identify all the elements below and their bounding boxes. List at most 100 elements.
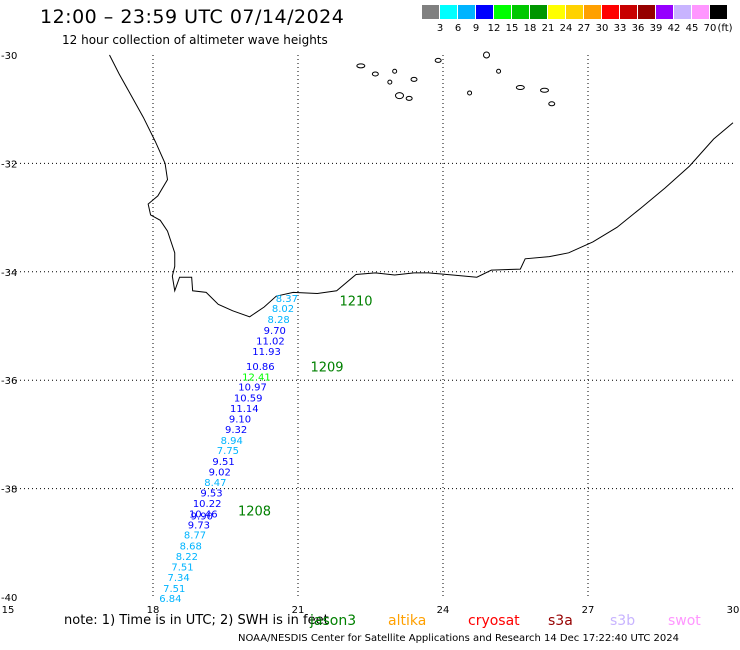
- inland-water-body: [405, 95, 413, 101]
- wave-height-label: 11.02: [256, 337, 285, 348]
- wave-height-label: 10.86: [246, 362, 275, 373]
- colorbar-label: 36: [631, 23, 645, 34]
- colorbar-label: 42: [667, 23, 681, 34]
- satellite-legend-swot: swot: [668, 613, 701, 629]
- wave-height-label: 8.68: [180, 542, 202, 553]
- wave-height-label: 6.84: [159, 594, 181, 605]
- latitude-tick-label: -40: [1, 593, 17, 604]
- pass-number-label: 1209: [310, 361, 343, 376]
- credit-line: NOAA/NESDIS Center for Satellite Applica…: [238, 633, 680, 644]
- colorbar-label: 45: [685, 23, 699, 34]
- latitude-tick-label: -36: [1, 376, 17, 387]
- wave-height-label: 9.32: [225, 425, 247, 436]
- colorbar-swatch: [476, 5, 493, 19]
- wave-height-label: 9.90: [191, 512, 213, 523]
- wave-height-label: 9.10: [229, 415, 251, 426]
- wave-height-label: 7.75: [217, 446, 239, 457]
- footnote: note: 1) Time is in UTC; 2) SWH is in fe…: [64, 613, 329, 628]
- inland-water-body: [410, 76, 418, 82]
- colorbar-label: 70: [703, 23, 717, 34]
- colorbar-label: 27: [577, 23, 591, 34]
- wave-height-label: 8.37: [276, 294, 298, 305]
- wave-height-label: 10.22: [193, 499, 222, 510]
- wave-height-label: 9.73: [188, 520, 210, 531]
- satellite-legend-s3a: s3a: [548, 613, 573, 629]
- longitude-tick-label: 24: [437, 605, 450, 616]
- inland-water-body: [395, 92, 404, 100]
- colorbar-label: 9: [472, 23, 480, 34]
- colorbar-label: 33: [613, 23, 627, 34]
- inland-water-body: [387, 79, 393, 85]
- inland-water-body: [392, 68, 398, 74]
- map-title: 12:00 – 23:59 UTC 07/14/2024: [40, 6, 345, 28]
- wave-height-label: 8.77: [184, 531, 206, 542]
- longitude-tick-label: 30: [727, 605, 740, 616]
- wave-height-label: 12.41: [242, 372, 271, 383]
- inland-water-body: [434, 57, 442, 63]
- colorbar-swatch: [710, 5, 727, 19]
- colorbar-label: 6: [454, 23, 462, 34]
- inland-water-body: [371, 71, 379, 77]
- coastline: [109, 54, 734, 318]
- colorbar-swatch: [566, 5, 583, 19]
- latitude-tick-label: -34: [1, 268, 17, 279]
- wave-height-label: 9.70: [264, 326, 286, 337]
- colorbar-swatch: [440, 5, 457, 19]
- colorbar-swatch: [602, 5, 619, 19]
- satellite-legend-cryosat: cryosat: [468, 613, 520, 629]
- satellite-legend: jason3 altika cryosat s3a s3b swot: [0, 613, 740, 631]
- wave-height-label: 9.02: [209, 467, 231, 478]
- colorbar-label: 39: [649, 23, 663, 34]
- inland-water-body: [515, 85, 525, 91]
- colorbar-swatch: [422, 5, 439, 19]
- inland-water-body: [548, 101, 556, 107]
- colorbar-label: 12: [487, 23, 501, 34]
- wave-height-label: 8.47: [204, 478, 226, 489]
- pass-number-label: 1208: [238, 504, 271, 519]
- wave-height-label: 8.22: [176, 552, 198, 563]
- wave-height-label: 11.93: [252, 347, 281, 358]
- satellite-legend-altika: altika: [388, 613, 427, 629]
- latitude-tick-label: -32: [1, 159, 17, 170]
- colorbar-swatch: [656, 5, 673, 19]
- colorbar-swatch: [584, 5, 601, 19]
- wave-height-label: 10.46: [189, 510, 218, 521]
- colorbar-unit: (ft): [717, 23, 733, 34]
- longitude-tick-label: 18: [147, 605, 160, 616]
- latitude-tick-label: -30: [1, 51, 17, 62]
- satellite-legend-s3b: s3b: [610, 613, 636, 629]
- colorbar-swatch: [548, 5, 565, 19]
- colorbar-swatch: [692, 5, 709, 19]
- inland-water-body: [467, 90, 473, 96]
- wave-height-label: 7.51: [171, 563, 193, 574]
- colorbar-swatch: [638, 5, 655, 19]
- pass-number-label: 1210: [339, 295, 372, 310]
- wave-height-label: 7.51: [163, 584, 185, 595]
- longitude-tick-label: 27: [582, 605, 595, 616]
- latitude-tick-label: -38: [1, 485, 17, 496]
- colorbar-label: 3: [436, 23, 444, 34]
- colorbar-label: 15: [505, 23, 519, 34]
- wave-height-label: 8.94: [221, 436, 243, 447]
- wave-height-label: 10.59: [234, 394, 263, 405]
- longitude-tick-label: 15: [2, 605, 15, 616]
- colorbar-swatch: [620, 5, 637, 19]
- map-subtitle: 12 hour collection of altimeter wave hei…: [62, 33, 328, 47]
- colorbar-label: 21: [541, 23, 555, 34]
- colorbar-swatch: [512, 5, 529, 19]
- satellite-legend-jason3: jason3: [310, 613, 357, 629]
- inland-water-body: [496, 68, 502, 74]
- wave-height-label: 9.53: [200, 488, 222, 499]
- colorbar-swatch: [530, 5, 547, 19]
- longitude-tick-label: 21: [292, 605, 305, 616]
- colorbar-label: 30: [595, 23, 609, 34]
- colorbar-swatch: [674, 5, 691, 19]
- wave-height-label: 9.51: [212, 457, 234, 468]
- inland-water-body: [483, 51, 490, 59]
- colorbar-label: 24: [559, 23, 573, 34]
- wave-height-label: 10.97: [238, 383, 267, 394]
- inland-water-body: [356, 63, 366, 69]
- wave-height-label: 8.28: [268, 315, 290, 326]
- colorbar-swatch: [494, 5, 511, 19]
